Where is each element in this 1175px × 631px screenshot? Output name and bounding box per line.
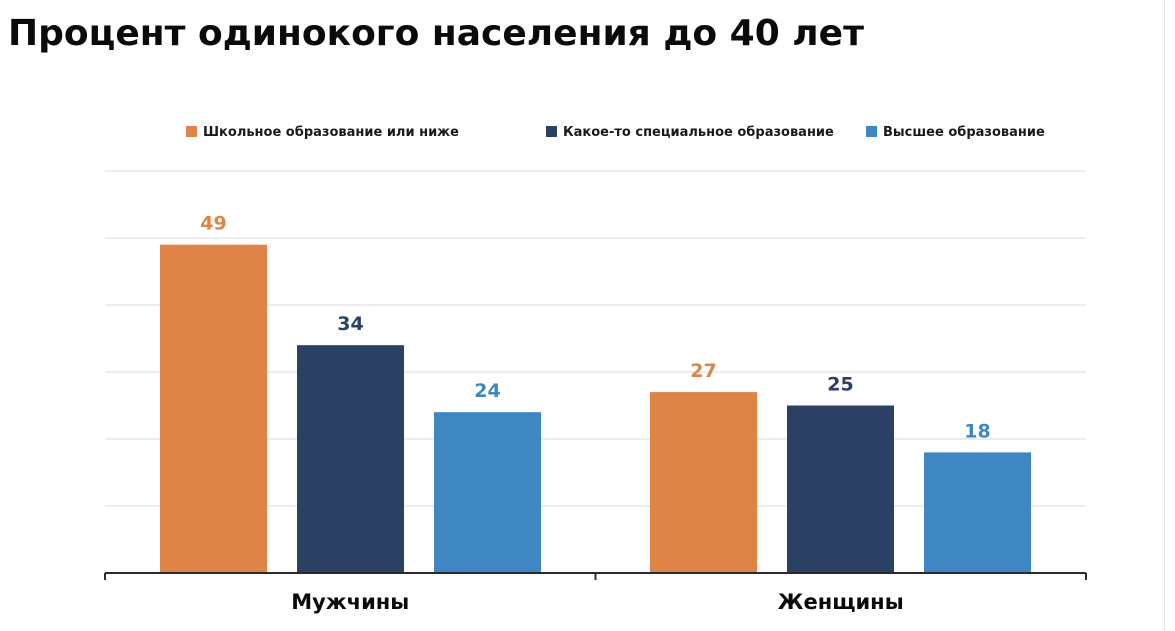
data-label: 24 xyxy=(474,380,500,402)
bar xyxy=(650,392,757,573)
bar xyxy=(434,412,541,573)
bars: 49 34 24 27 25 18 xyxy=(160,213,1031,573)
chart-title: Процент одинокого населения до 40 лет xyxy=(8,13,864,54)
legend-swatch xyxy=(866,126,877,137)
legend: Школьное образование или ниже Какое-то сп… xyxy=(186,125,1045,140)
bar xyxy=(787,405,894,573)
x-tick-label: Женщины xyxy=(778,590,904,614)
legend-label: Школьное образование или ниже xyxy=(203,125,459,140)
x-axis: Мужчины Женщины xyxy=(104,572,1087,614)
legend-swatch xyxy=(546,126,557,137)
data-label: 34 xyxy=(337,313,363,335)
data-label: 18 xyxy=(964,420,990,442)
legend-label: Какое-то специальное образование xyxy=(563,125,834,140)
data-label: 49 xyxy=(200,213,226,235)
legend-swatch xyxy=(186,126,197,137)
x-tick-label: Мужчины xyxy=(291,590,409,614)
gridlines xyxy=(105,170,1086,507)
bar xyxy=(297,345,404,573)
data-label: 27 xyxy=(690,360,716,382)
legend-label: Высшее образование xyxy=(883,125,1045,140)
bar xyxy=(924,452,1031,573)
page-edge-divider xyxy=(1164,0,1165,631)
bar xyxy=(160,244,267,573)
data-label: 25 xyxy=(827,374,853,396)
